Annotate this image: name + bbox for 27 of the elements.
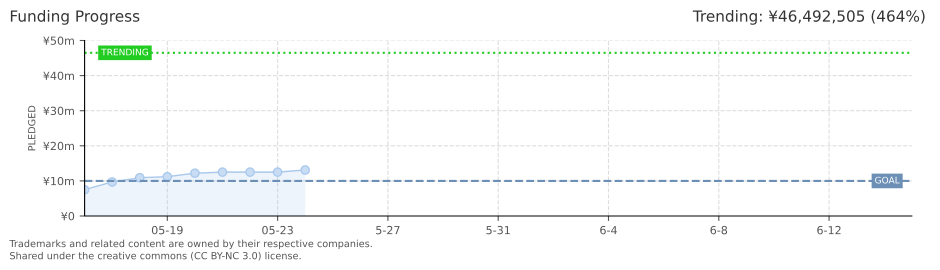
point	[218, 167, 228, 177]
x-tick-label: 6-4	[600, 226, 617, 234]
x-tick-label: 6-8	[710, 226, 728, 234]
point	[162, 172, 172, 182]
text: Shared under the creative commons (CC BY-NC 3.0) license.	[10, 252, 301, 260]
x-tick-label: 05-23	[262, 226, 293, 234]
x-tick-label: 05-19	[152, 226, 183, 234]
y-tick-label: ¥30m	[43, 106, 74, 116]
x-tick-label: 5-27	[376, 226, 400, 234]
ref-line-label: TRENDING	[101, 48, 148, 56]
point	[272, 167, 282, 177]
y-tick-label: ¥20m	[43, 142, 74, 150]
point	[190, 168, 200, 178]
text: Trademarks and related content are owned by their respective companies.	[9, 240, 372, 250]
y-axis-title: PLEDGED	[28, 106, 36, 150]
y-tick-label: ¥10m	[43, 176, 74, 186]
point	[300, 165, 310, 175]
chart-title: Funding Progress	[10, 10, 140, 25]
chart-subtitle: Trending: ¥46,492,505 (464%)	[692, 10, 925, 25]
y-tick-label: ¥40m	[43, 72, 74, 80]
y-tick-label: ¥0	[61, 212, 74, 220]
y-tick-label: ¥50m	[43, 36, 74, 45]
point	[245, 167, 255, 177]
point	[134, 172, 145, 183]
x-tick-label: 6-12	[817, 226, 841, 234]
ref-line-label: GOAL	[875, 176, 900, 184]
x-tick-label: 5-31	[486, 226, 510, 234]
